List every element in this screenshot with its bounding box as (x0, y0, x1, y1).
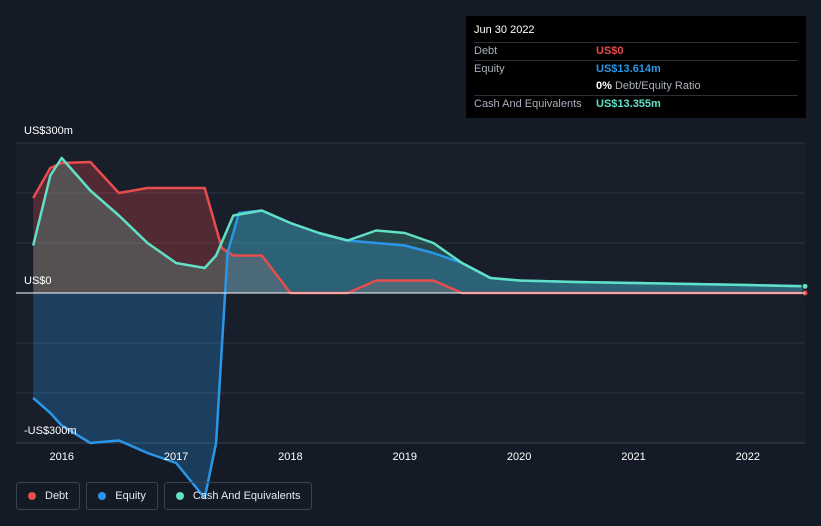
tooltip-equity-value: US$13.614m (596, 63, 661, 75)
x-tick-label: 2016 (49, 451, 74, 463)
tooltip-row-debt: Debt US$0 (474, 42, 798, 60)
x-tick-label: 2017 (163, 451, 189, 463)
y-axis-zero-label: US$0 (24, 275, 52, 287)
line-cash-and-equivalents (31, 156, 806, 288)
legend: Debt Equity Cash And Equivalents (16, 482, 313, 510)
tooltip-cash-value: US$13.355m (596, 98, 661, 110)
x-tick-label: 2019 (392, 451, 418, 463)
tooltip-debt-label: Debt (474, 45, 498, 57)
debt-dot-icon (28, 492, 36, 500)
tooltip-panel: Jun 30 2022 Debt US$0 Equity US$13.614m … (466, 16, 806, 118)
tooltip-ratio-text: Debt/Equity Ratio (614, 80, 701, 92)
legend-debt-label: Debt (45, 490, 69, 502)
x-tick-label: 2022 (735, 451, 761, 463)
tooltip-debt-value: US$0 (596, 45, 624, 57)
tooltip-ratio-spacer (474, 78, 596, 95)
tooltip-row-ratio: 0% Debt/Equity Ratio (474, 78, 798, 95)
tooltip-ratio: 0% Debt/Equity Ratio (596, 78, 701, 95)
end-point-cash-and-equivalents (801, 282, 809, 290)
legend-item-cash[interactable]: Cash And Equivalents (163, 482, 313, 510)
legend-item-debt[interactable]: Debt (16, 482, 81, 510)
x-tick-label: 2020 (506, 451, 532, 463)
equity-dot-icon (98, 492, 107, 500)
series-end-markers (16, 282, 809, 297)
tooltip-row-cash: Cash And Equivalents US$13.355m (474, 95, 798, 113)
x-tick-label: 2021 (621, 451, 646, 463)
y-axis-top-label: US$300m (24, 125, 73, 137)
tooltip-date: Jun 30 2022 (474, 24, 535, 36)
legend-cash-label: Cash And Equivalents (192, 490, 301, 502)
cash-dot-icon (175, 492, 184, 500)
y-axis-bottom-label: -US$300m (24, 425, 77, 437)
tooltip-ratio-value: 0% (596, 80, 612, 92)
legend-item-equity[interactable]: Equity (86, 482, 158, 510)
tooltip-cash-label: Cash And Equivalents (474, 98, 582, 110)
tooltip-row-equity: Equity US$13.614m (474, 60, 798, 78)
tooltip-equity-label: Equity (474, 63, 505, 75)
legend-equity-label: Equity (115, 490, 146, 502)
x-tick-label: 2018 (278, 451, 303, 463)
